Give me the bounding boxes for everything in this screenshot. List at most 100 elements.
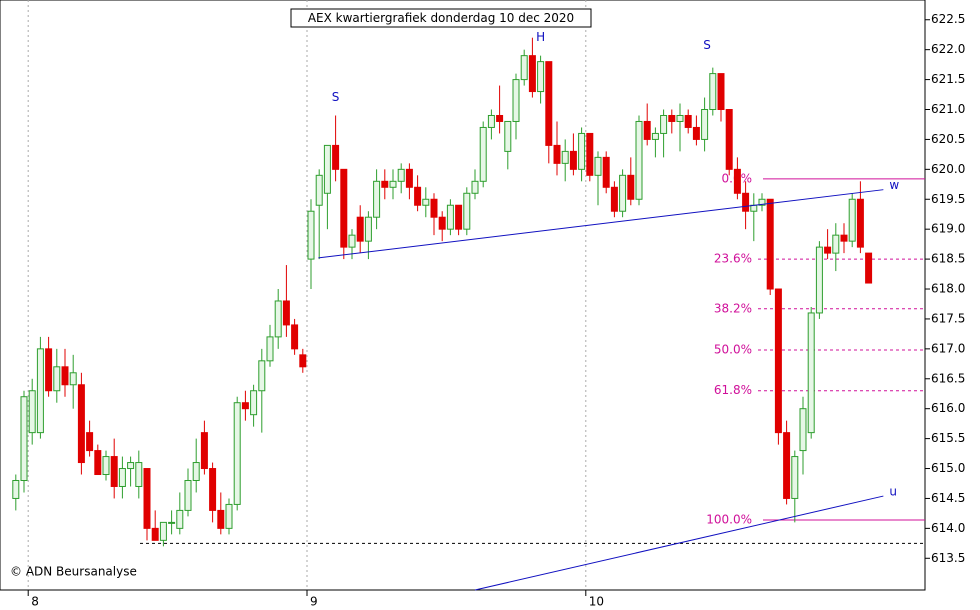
candle-body [569,150,577,170]
candle-body [159,521,167,541]
candle-body [86,432,94,452]
y-tick-label: 619.0 [931,222,965,236]
candle-body [791,456,799,499]
candle-body [840,234,848,242]
candle-body [692,126,700,140]
candle-body [725,109,733,170]
candle-body [545,61,553,146]
candle-body [151,527,159,541]
candle-body [127,462,135,470]
candle-body [553,144,561,164]
candle-body [848,198,856,242]
candle-body [651,132,659,140]
pattern-label: S [332,90,340,104]
fib-label: 61.8% [714,383,752,397]
candle-body [184,479,192,511]
y-tick-label: 618.5 [931,252,965,266]
pattern-label: S [703,38,711,52]
candle-body [414,186,422,206]
fib-label: 100.0% [706,512,752,526]
credit: © ADN Beursanalyse [10,565,137,579]
candle-body [250,390,258,416]
chart-title: AEX kwartiergrafiek donderdag 10 dec 202… [308,11,574,25]
candle-body [602,156,610,188]
candle-body [192,462,200,481]
y-tick-label: 613.5 [931,551,965,565]
candle-body [594,156,602,176]
candle-body [135,462,143,487]
candle-body [717,73,725,111]
candle-body [750,204,758,212]
candle-body [635,120,643,200]
y-tick-label: 622.5 [931,12,965,26]
y-tick-label: 621.5 [931,72,965,86]
candle-body [742,192,750,212]
candle-body [471,180,479,194]
candle-body [783,432,791,499]
candle-body [405,168,413,188]
candle-body [28,390,36,434]
candle-body [282,300,290,326]
candle-body [397,168,405,182]
trendline [318,189,884,259]
candle-body [12,479,20,499]
y-tick-label: 619.5 [931,192,965,206]
candle-body [676,114,684,122]
candle-body [815,246,823,314]
candle-body [36,348,44,434]
candle-body [110,456,118,487]
candle-body [856,198,864,248]
candle-body [381,180,389,188]
candle-body [340,168,348,248]
candle-body [77,384,85,464]
trendline-label: w [889,178,899,192]
candle-body [446,204,454,230]
candle-body [496,114,504,122]
y-tick-label: 614.5 [931,491,965,505]
candle-body [627,174,635,200]
candle-body [766,198,774,290]
candle-body [258,360,266,392]
fib-label: 38.2% [714,301,752,315]
candle-body [512,79,520,122]
candle-body [266,336,274,362]
y-tick-label: 621.0 [931,102,965,116]
candle-body [807,312,815,434]
candle-body [824,246,832,254]
candle-body [537,61,545,93]
candle-body [332,144,340,170]
candle-body [701,109,709,140]
candle-body [487,114,495,128]
candle-body [504,120,512,152]
y-tick-label: 615.5 [931,431,965,445]
y-tick-label: 618.0 [931,282,965,296]
candle-body [430,198,438,218]
candle-body [561,150,569,164]
candle-body [799,408,807,452]
candle-body [143,468,151,529]
candle-body [233,402,241,505]
candle-body [118,468,126,487]
candle-body [463,192,471,230]
trendline [474,495,884,591]
candle-body [307,210,315,260]
x-tick-label: 9 [310,595,318,609]
candle-body [578,132,586,170]
x-tick-label: 10 [589,595,604,609]
candle-body [619,174,627,212]
candle-body [356,216,364,242]
fib-label: 50.0% [714,343,752,357]
candle-body [323,144,331,194]
trendline-label: u [889,485,897,499]
candle-body [586,132,594,176]
candle-body [209,468,217,511]
candle-body [832,234,840,254]
candle-body [422,198,430,206]
candle-body [299,354,307,368]
candle-body [176,509,184,529]
candle-body [241,402,249,410]
candle-body [438,216,446,230]
y-tick-label: 622.0 [931,42,965,56]
candle-body [291,324,299,350]
